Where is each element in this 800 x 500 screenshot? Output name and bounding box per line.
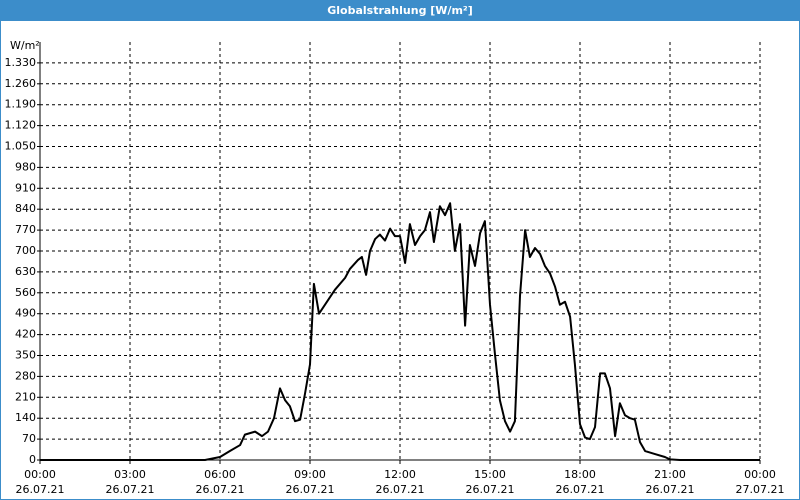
y-tick-label: 910 [15, 181, 36, 194]
x-tick-label: 12:00 [384, 468, 416, 481]
y-tick-label: 630 [15, 265, 36, 278]
x-tick-label: 18:00 [564, 468, 596, 481]
x-tick-date: 26.07.21 [196, 483, 245, 496]
y-tick-label: 210 [15, 390, 36, 403]
x-tick-label: 03:00 [114, 468, 146, 481]
x-tick-date: 26.07.21 [286, 483, 335, 496]
y-tick-label: 1.120 [5, 119, 37, 132]
y-tick-label: 700 [15, 244, 36, 257]
x-tick-date: 26.07.21 [376, 483, 425, 496]
y-tick-label: 560 [15, 286, 36, 299]
x-tick-label: 00:00 [744, 468, 776, 481]
x-tick-date: 26.07.21 [466, 483, 515, 496]
y-tick-label: 840 [15, 202, 36, 215]
x-tick-date: 26.07.21 [106, 483, 155, 496]
y-tick-label: 1.260 [5, 77, 37, 90]
y-axis-label: W/m² [10, 39, 40, 52]
x-tick-label: 06:00 [204, 468, 236, 481]
x-tick-date: 26.07.21 [556, 483, 605, 496]
y-tick-label: 770 [15, 223, 36, 236]
y-tick-label: 280 [15, 369, 36, 382]
y-tick-label: 420 [15, 328, 36, 341]
y-tick-label: 490 [15, 307, 36, 320]
x-tick-label: 00:00 [24, 468, 56, 481]
x-tick-label: 21:00 [654, 468, 686, 481]
x-tick-date: 26.07.21 [16, 483, 65, 496]
x-tick-date: 27.07.21 [736, 483, 785, 496]
y-tick-label: 1.190 [5, 98, 37, 111]
chart-title: Globalstrahlung [W/m²] [327, 4, 473, 17]
x-tick-label: 15:00 [474, 468, 506, 481]
y-tick-label: 350 [15, 349, 36, 362]
y-tick-label: 1.050 [5, 140, 37, 153]
x-tick-date: 26.07.21 [646, 483, 695, 496]
y-tick-label: 980 [15, 160, 36, 173]
y-tick-label: 1.330 [5, 56, 37, 69]
y-tick-label: 0 [29, 453, 36, 466]
y-tick-label: 70 [22, 432, 36, 445]
title-bar [0, 0, 800, 21]
x-tick-label: 09:00 [294, 468, 326, 481]
y-tick-label: 140 [15, 411, 36, 424]
data-line [40, 202, 760, 461]
